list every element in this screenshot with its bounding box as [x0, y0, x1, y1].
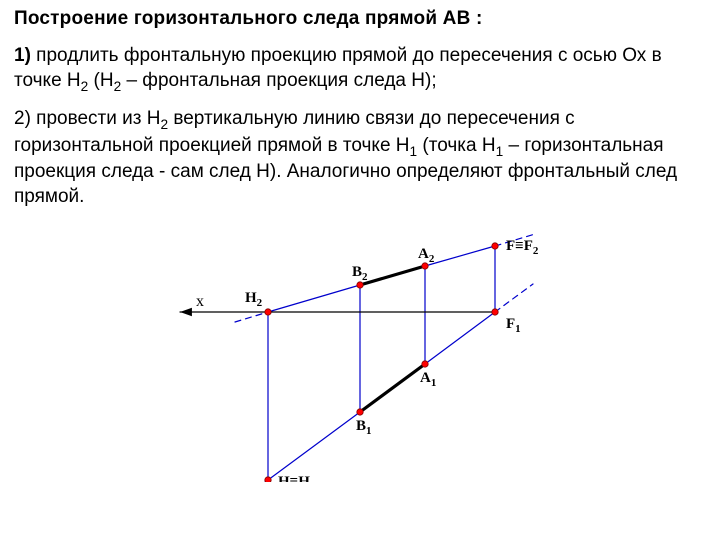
svg-text:B1: B1: [356, 418, 372, 437]
trace-diagram: A2 B2 H2 F≡F2 F1 A1 B1 H≡H1 x: [160, 222, 560, 482]
svg-text:A2: A2: [418, 246, 435, 265]
p1-after1: (H: [88, 70, 113, 91]
p2-sub2: 1: [410, 144, 418, 159]
svg-text:B2: B2: [352, 264, 368, 283]
svg-text:H≡H1: H≡H1: [278, 474, 315, 482]
svg-text:F1: F1: [506, 316, 521, 335]
p1-lead: 1): [14, 45, 31, 66]
page-title: Построение горизонтального следа прямой …: [14, 8, 706, 30]
svg-text:H2: H2: [245, 290, 263, 309]
svg-text:x: x: [196, 293, 204, 310]
p2-after2: (точка H: [417, 135, 495, 156]
svg-text:F≡F2: F≡F2: [506, 238, 539, 257]
p2-sub1: 2: [160, 117, 168, 132]
svg-text:A1: A1: [420, 370, 436, 389]
paragraph-1: 1) продлить фронтальную проекцию прямой …: [14, 44, 706, 95]
p1-after2: – фронтальная проекция следа H);: [121, 70, 436, 91]
p2-body: 2) провести из H: [14, 108, 160, 129]
paragraph-2: 2) провести из H2 вертикальную линию свя…: [14, 107, 706, 210]
